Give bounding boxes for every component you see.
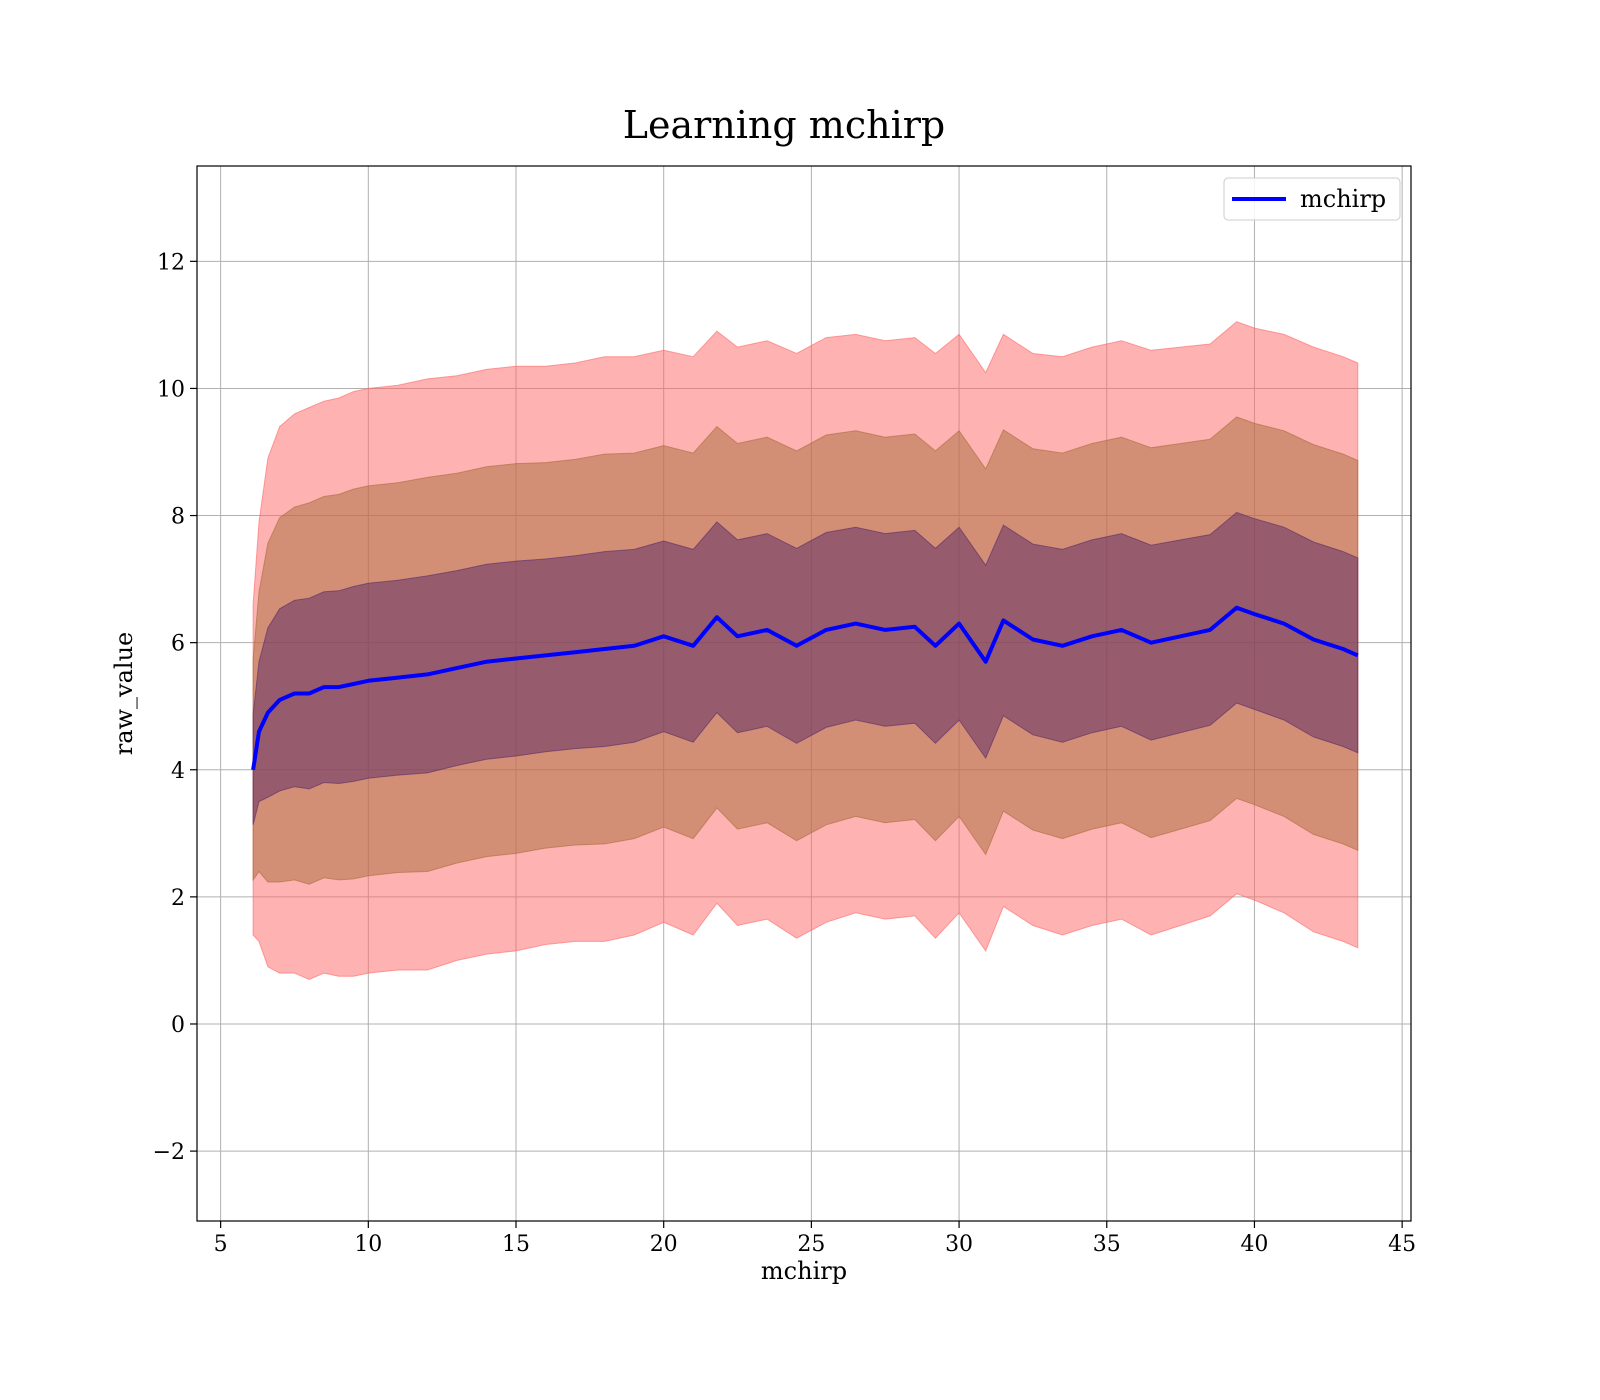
y-axis-ticks: −2 0 2 4 6 8 10 12: [153, 250, 197, 1165]
x-tick-label: 20: [650, 1232, 678, 1257]
x-tick-label: 35: [1093, 1232, 1121, 1257]
x-tick-label: 15: [502, 1232, 530, 1257]
legend-box: [1223, 177, 1401, 221]
y-tick-label: −2: [153, 1140, 185, 1165]
y-tick-label: 12: [157, 250, 185, 275]
x-tick-label: 10: [354, 1232, 382, 1257]
series-line-mchirp: [251, 605, 1359, 771]
x-tick-label: 30: [945, 1232, 973, 1257]
x-axis-title: mchirp: [761, 1257, 847, 1285]
series-lines: [251, 605, 1359, 771]
y-tick-label: 10: [157, 377, 185, 402]
x-tick-label: 25: [797, 1232, 825, 1257]
plot-frame: [196, 165, 1412, 1222]
y-axis-title: raw_value: [110, 632, 138, 756]
legend: mchirp: [1223, 177, 1401, 221]
x-tick-label: 45: [1388, 1232, 1416, 1257]
y-tick-label: 2: [171, 886, 185, 911]
x-axis-ticks: 5 10 15 20 25 30 35 40 45: [214, 1221, 1416, 1257]
y-tick-label: 0: [171, 1013, 185, 1038]
x-tick-label: 5: [214, 1232, 228, 1257]
y-tick-label: 8: [171, 505, 185, 530]
chart-title: Learning mchirp: [623, 103, 945, 147]
legend-label-mchirp: mchirp: [1300, 185, 1386, 213]
confidence-bands: [252, 321, 1359, 981]
y-tick-label: 4: [171, 759, 185, 784]
y-tick-label: 6: [171, 632, 185, 657]
plot-area: [196, 165, 1412, 1222]
band-1-sigma: [252, 511, 1359, 825]
x-tick-label: 40: [1240, 1232, 1268, 1257]
